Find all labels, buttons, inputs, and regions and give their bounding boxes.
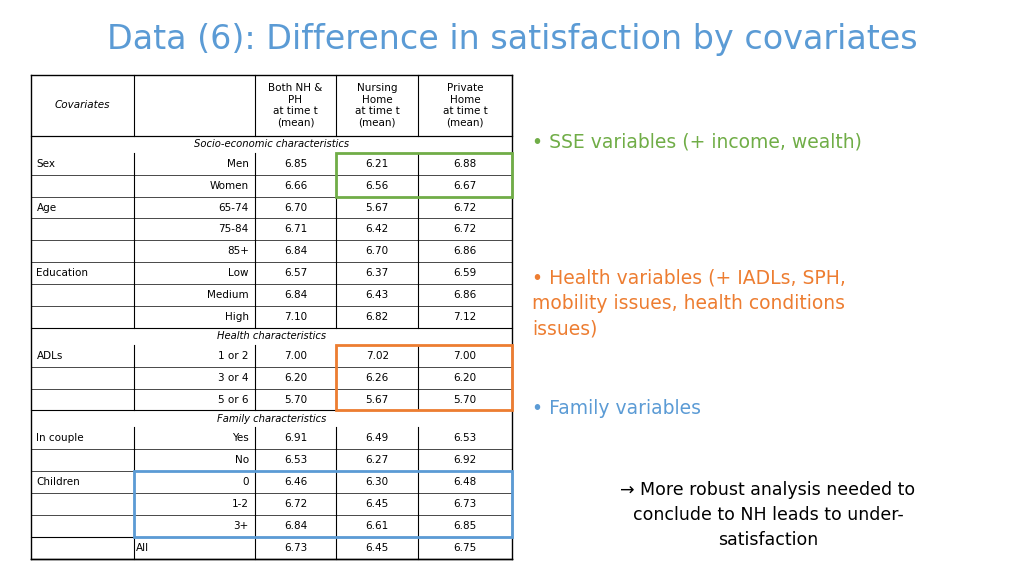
Text: 0: 0 (243, 477, 249, 487)
Text: • Family variables: • Family variables (532, 399, 701, 418)
Text: 7.10: 7.10 (284, 312, 307, 322)
Text: 85+: 85+ (227, 247, 249, 256)
Text: Covariates: Covariates (54, 100, 111, 111)
Text: 6.85: 6.85 (284, 159, 307, 169)
Text: 6.67: 6.67 (454, 181, 477, 191)
Text: 5.67: 5.67 (366, 395, 389, 404)
Text: 7.12: 7.12 (454, 312, 477, 322)
Text: 75-84: 75-84 (218, 225, 249, 234)
Text: Age: Age (37, 203, 56, 213)
Text: 6.61: 6.61 (366, 521, 389, 531)
Text: 6.53: 6.53 (284, 455, 307, 465)
Text: Nursing
Home
at time t
(mean): Nursing Home at time t (mean) (355, 83, 399, 128)
Text: 6.59: 6.59 (454, 268, 477, 278)
Text: 6.82: 6.82 (366, 312, 389, 322)
Text: 6.84: 6.84 (284, 247, 307, 256)
Text: 6.37: 6.37 (366, 268, 389, 278)
Text: 6.30: 6.30 (366, 477, 389, 487)
Text: 6.72: 6.72 (284, 499, 307, 509)
Text: 6.73: 6.73 (284, 543, 307, 553)
Text: 6.85: 6.85 (454, 521, 477, 531)
Text: 6.43: 6.43 (366, 290, 389, 300)
Text: 7.00: 7.00 (284, 351, 307, 361)
Text: Private
Home
at time t
(mean): Private Home at time t (mean) (442, 83, 487, 128)
Text: 5.70: 5.70 (284, 395, 307, 404)
Text: 6.86: 6.86 (454, 290, 477, 300)
Text: 3 or 4: 3 or 4 (218, 373, 249, 382)
Text: Family characteristics: Family characteristics (217, 414, 326, 424)
Text: 6.45: 6.45 (366, 499, 389, 509)
Text: 6.84: 6.84 (284, 521, 307, 531)
Text: 5.67: 5.67 (366, 203, 389, 213)
Text: Education: Education (37, 268, 88, 278)
Text: Medium: Medium (207, 290, 249, 300)
Text: Low: Low (228, 268, 249, 278)
Text: 6.70: 6.70 (284, 203, 307, 213)
Text: 6.20: 6.20 (284, 373, 307, 382)
Text: 6.75: 6.75 (454, 543, 477, 553)
Text: No: No (234, 455, 249, 465)
Text: Children: Children (37, 477, 80, 487)
Text: 6.70: 6.70 (366, 247, 389, 256)
Text: 7.02: 7.02 (366, 351, 389, 361)
Text: 6.71: 6.71 (284, 225, 307, 234)
Text: 6.91: 6.91 (284, 433, 307, 444)
Text: → More robust analysis needed to
conclude to NH leads to under-
satisfaction: → More robust analysis needed to conclud… (621, 482, 915, 550)
Text: 6.45: 6.45 (366, 543, 389, 553)
Text: 6.57: 6.57 (284, 268, 307, 278)
Text: 6.72: 6.72 (454, 225, 477, 234)
Text: 3+: 3+ (233, 521, 249, 531)
Text: Health characteristics: Health characteristics (217, 331, 326, 342)
Text: Data (6): Difference in satisfaction by covariates: Data (6): Difference in satisfaction by … (106, 23, 918, 56)
Text: 6.72: 6.72 (454, 203, 477, 213)
Text: 6.49: 6.49 (366, 433, 389, 444)
Text: 6.46: 6.46 (284, 477, 307, 487)
Text: 6.92: 6.92 (454, 455, 477, 465)
Text: 6.27: 6.27 (366, 455, 389, 465)
Text: Women: Women (210, 181, 249, 191)
Text: 6.66: 6.66 (284, 181, 307, 191)
Text: 65-74: 65-74 (218, 203, 249, 213)
Text: 1 or 2: 1 or 2 (218, 351, 249, 361)
Text: 5 or 6: 5 or 6 (218, 395, 249, 404)
Text: 7.00: 7.00 (454, 351, 476, 361)
Text: • SSE variables (+ income, wealth): • SSE variables (+ income, wealth) (532, 133, 862, 152)
Text: 6.73: 6.73 (454, 499, 477, 509)
Text: 6.26: 6.26 (366, 373, 389, 382)
Text: 1-2: 1-2 (231, 499, 249, 509)
Text: 5.70: 5.70 (454, 395, 476, 404)
Text: ADLs: ADLs (37, 351, 62, 361)
Text: Yes: Yes (232, 433, 249, 444)
Text: 6.56: 6.56 (366, 181, 389, 191)
Text: All: All (136, 543, 150, 553)
Text: 6.48: 6.48 (454, 477, 477, 487)
Text: 6.84: 6.84 (284, 290, 307, 300)
Text: • Health variables (+ IADLs, SPH,
mobility issues, health conditions
issues): • Health variables (+ IADLs, SPH, mobili… (532, 268, 846, 339)
Text: 6.86: 6.86 (454, 247, 477, 256)
Text: Both NH &
PH
at time t
(mean): Both NH & PH at time t (mean) (268, 83, 323, 128)
Text: 6.88: 6.88 (454, 159, 477, 169)
Text: Men: Men (227, 159, 249, 169)
Text: Sex: Sex (37, 159, 55, 169)
Text: 6.42: 6.42 (366, 225, 389, 234)
Text: Socio-economic characteristics: Socio-economic characteristics (194, 139, 349, 149)
Text: 6.20: 6.20 (454, 373, 476, 382)
Text: In couple: In couple (37, 433, 84, 444)
Text: 6.53: 6.53 (454, 433, 477, 444)
Text: 6.21: 6.21 (366, 159, 389, 169)
Text: High: High (224, 312, 249, 322)
